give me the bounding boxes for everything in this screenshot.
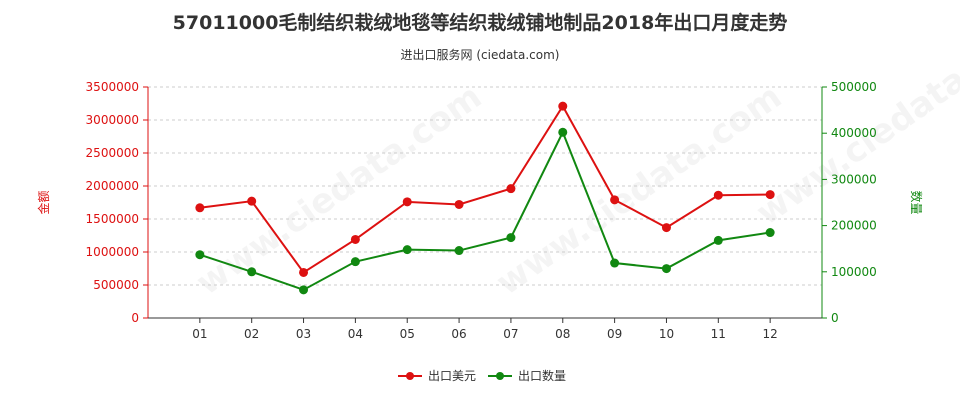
series-1-point xyxy=(558,101,568,111)
x-axis-tick-label: 08 xyxy=(555,327,570,341)
series-2-point xyxy=(558,127,568,137)
x-axis-tick-label: 10 xyxy=(659,327,674,341)
x-axis-tick-label: 03 xyxy=(296,327,311,341)
legend-marker-1 xyxy=(406,372,414,380)
series-2-point xyxy=(195,250,205,260)
legend-label-1: 出口美元 xyxy=(428,369,476,383)
series-2-point xyxy=(610,258,620,268)
chart-subtitle: 进出口服务网 (ciedata.com) xyxy=(400,48,560,62)
series-line-2 xyxy=(199,129,771,291)
left-axis-tick-label: 2000000 xyxy=(86,179,139,193)
x-axis-tick-label: 09 xyxy=(607,327,622,341)
left-axis-tick-label: 3500000 xyxy=(86,80,139,94)
series-1-point xyxy=(195,203,205,213)
x-axis-tick-label: 04 xyxy=(348,327,363,341)
series-1-point xyxy=(299,267,309,277)
x-axis-tick-label: 12 xyxy=(763,327,778,341)
right-axis-tick-label: 100000 xyxy=(831,265,877,279)
series-2-point xyxy=(661,264,671,274)
legend-label-2: 出口数量 xyxy=(518,368,566,383)
series-2-point xyxy=(247,267,257,277)
left-axis-tick-label: 2500000 xyxy=(86,146,139,160)
right-axis-tick-label: 400000 xyxy=(831,126,877,140)
series-1-point xyxy=(350,234,360,244)
series-2-point xyxy=(299,285,309,295)
series-2-point xyxy=(402,245,412,255)
series-1-point xyxy=(247,196,257,206)
right-axis-tick-label: 300000 xyxy=(831,172,877,186)
series-2-point xyxy=(350,257,360,267)
right-axis-tick-label: 200000 xyxy=(831,219,877,233)
series-1-point xyxy=(713,190,723,200)
x-axis-tick-label: 07 xyxy=(503,327,518,341)
left-axis-tick-label: 1000000 xyxy=(86,245,139,259)
series-1-point xyxy=(506,184,516,194)
series-1-point xyxy=(661,223,671,233)
series-1-point xyxy=(454,199,464,209)
left-axis-title: 金额 xyxy=(36,190,51,214)
x-axis-tick-label: 06 xyxy=(451,327,466,341)
x-axis-tick-label: 05 xyxy=(400,327,415,341)
legend-marker-2 xyxy=(496,372,504,380)
series-2-point xyxy=(454,246,464,256)
series-1-point xyxy=(402,197,412,207)
chart-title: 57011000毛制结织栽绒地毯等结织栽绒铺地制品2018年出口月度走势 xyxy=(172,12,788,34)
right-axis-tick-label: 500000 xyxy=(831,80,877,94)
series-1-point xyxy=(610,195,620,205)
left-axis-tick-label: 1500000 xyxy=(86,212,139,226)
right-axis-tick-label: 0 xyxy=(831,311,839,325)
x-axis-tick-label: 01 xyxy=(192,327,207,341)
series-line-1 xyxy=(199,104,771,274)
series-1-point xyxy=(765,190,775,200)
right-axis-title: 数量 xyxy=(909,190,924,214)
series-2-point xyxy=(713,235,723,245)
series-2-point xyxy=(506,233,516,243)
x-axis-tick-label: 11 xyxy=(711,327,726,341)
x-axis-tick-label: 02 xyxy=(244,327,259,341)
series-2-point xyxy=(765,228,775,238)
left-axis-tick-label: 3000000 xyxy=(86,113,139,127)
left-axis-tick-label: 0 xyxy=(131,311,139,325)
left-axis-tick-label: 500000 xyxy=(93,278,139,292)
